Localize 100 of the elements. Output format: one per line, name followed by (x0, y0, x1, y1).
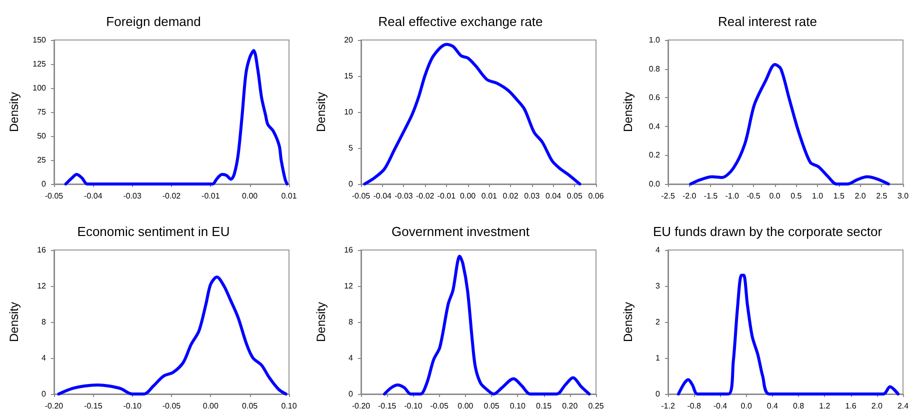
y-tick-label: 8 (42, 318, 47, 326)
x-tick-label: 0.15 (536, 402, 552, 410)
y-tick-label: 0.2 (648, 150, 661, 160)
x-tick-label: -0.20 (44, 402, 64, 410)
y-tick-label: 100 (32, 84, 47, 92)
x-tick-label: 0.01 (281, 192, 298, 200)
y-tick-label: 0 (348, 390, 354, 398)
x-tick-label: 0.25 (588, 402, 604, 410)
x-tick-label: 0.00 (202, 402, 219, 410)
y-tick-label: 25 (37, 156, 47, 164)
x-tick-label: 0.02 (502, 192, 519, 200)
x-tick-label: -0.05 (352, 192, 371, 200)
x-tick-label: -0.04 (84, 192, 103, 200)
x-tick-label: 0.04 (545, 192, 562, 200)
x-tick-label: 1.6 (845, 402, 857, 410)
x-tick-label: -0.01 (437, 192, 456, 200)
x-tick-label: -0.4 (713, 402, 728, 410)
y-tick-label: 0 (42, 390, 47, 398)
line-series (64, 49, 289, 186)
y-tick-label: 12 (37, 282, 47, 290)
y-tick-label: 4 (656, 246, 661, 254)
x-tick-label: 0.05 (566, 192, 583, 200)
y-tick-label: 4 (42, 354, 47, 362)
x-tick-label: 0.10 (510, 402, 526, 410)
y-axis-title: Density (621, 92, 635, 132)
x-tick-label: 0.8 (792, 402, 805, 410)
x-tick-label: -0.05 (162, 402, 182, 410)
y-tick-label: 4 (348, 354, 354, 362)
x-tick-label: -0.15 (84, 402, 103, 410)
x-tick-label: 0.4 (766, 402, 779, 410)
x-tick-label: -0.01 (202, 192, 220, 200)
y-tick-label: 0.8 (648, 64, 661, 74)
y-tick-label: 8 (348, 318, 354, 326)
y-axis-title: Density (314, 92, 328, 132)
x-tick-label: -0.10 (404, 402, 423, 410)
x-tick-label: -0.15 (378, 402, 397, 410)
x-tick-label: -0.8 (687, 402, 702, 410)
x-tick-label: 0.0 (769, 192, 781, 200)
x-tick-label: -0.20 (352, 402, 371, 410)
y-tick-label: 0.0 (648, 180, 661, 188)
y-tick-label: 10 (344, 108, 354, 116)
x-tick-label: -0.05 (430, 402, 449, 410)
x-tick-label: 0.00 (460, 192, 476, 200)
x-tick-label: 3.0 (897, 192, 910, 200)
x-tick-label: -0.03 (123, 192, 142, 200)
x-tick-label: -0.05 (44, 192, 64, 200)
y-tick-label: 20 (344, 36, 354, 44)
x-tick-label: 2.0 (854, 192, 866, 200)
x-tick-label: 2.5 (876, 192, 888, 200)
y-tick-label: 0.4 (648, 122, 661, 131)
x-tick-label: 0.05 (484, 402, 500, 410)
y-tick-label: 3 (656, 282, 661, 290)
x-tick-label: 1.0 (812, 192, 824, 200)
y-tick-label: 50 (37, 132, 47, 140)
x-tick-label: 0.5 (790, 192, 802, 200)
y-axis-title: Density (621, 302, 635, 342)
y-axis-title: Density (7, 302, 21, 342)
line-series (363, 42, 582, 186)
y-tick-label: 16 (37, 246, 47, 254)
chart-title: EU funds drawn by the corporate sector (652, 224, 883, 239)
line-series (676, 274, 900, 396)
line-series (383, 254, 591, 396)
chart-title: Real interest rate (718, 14, 817, 29)
x-tick-label: 1.2 (819, 402, 831, 410)
chart-title: Foreign demand (106, 14, 201, 29)
y-tick-label: 1 (656, 354, 661, 362)
x-tick-label: -2.0 (682, 192, 697, 200)
y-tick-label: 0 (656, 390, 661, 398)
line-series (57, 276, 288, 396)
x-tick-label: 0.10 (281, 402, 298, 410)
y-axis-title: Density (7, 92, 21, 132)
x-tick-label: 0.05 (242, 402, 258, 410)
chart-title: Real effective exchange rate (378, 14, 543, 29)
chart-title: Economic sentiment in EU (77, 224, 230, 239)
x-tick-label: -0.02 (416, 192, 435, 200)
y-tick-label: 125 (32, 60, 47, 68)
x-tick-label: 1.5 (833, 192, 846, 200)
x-tick-label: -2.5 (661, 192, 676, 200)
x-tick-label: 0.0 (740, 402, 752, 410)
x-tick-label: 0.00 (242, 192, 258, 200)
y-tick-label: 15 (344, 72, 354, 80)
x-tick-label: -1.2 (661, 402, 676, 410)
x-tick-label: 0.06 (588, 192, 604, 200)
x-tick-label: 0.03 (524, 192, 540, 200)
x-tick-label: -0.5 (746, 192, 761, 200)
chart-title: Government investment (391, 224, 530, 239)
y-tick-label: 150 (32, 36, 47, 44)
y-axis-title: Density (314, 302, 328, 342)
y-tick-label: 2 (656, 318, 661, 326)
x-tick-label: -0.03 (394, 192, 414, 200)
x-tick-label: 0.01 (481, 192, 498, 200)
y-tick-label: 0.6 (648, 93, 661, 102)
y-tick-label: 0 (348, 180, 354, 188)
y-tick-label: 0 (42, 180, 47, 188)
x-tick-label: 0.00 (458, 402, 474, 410)
x-tick-label: 2.4 (897, 402, 910, 410)
line-series (689, 62, 890, 186)
y-tick-label: 12 (344, 282, 354, 290)
y-tick-label: 1.0 (648, 36, 661, 44)
x-tick-label: -1.5 (704, 192, 718, 200)
